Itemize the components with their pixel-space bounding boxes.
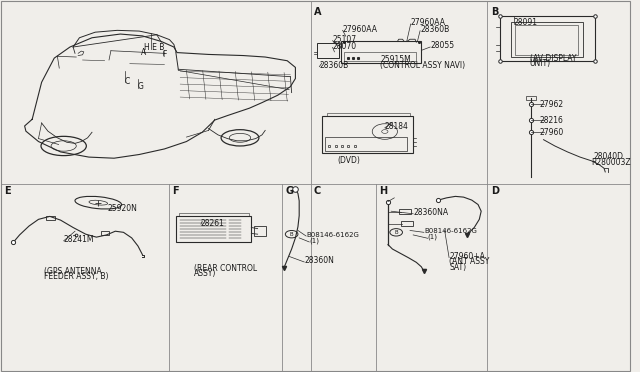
Text: R280003Z: R280003Z xyxy=(591,158,631,167)
Text: G: G xyxy=(138,82,144,91)
Text: B: B xyxy=(491,7,498,17)
Text: (GPS ANTENNA: (GPS ANTENNA xyxy=(44,267,101,276)
Text: UNIT): UNIT) xyxy=(530,59,551,68)
Text: 28360B: 28360B xyxy=(319,61,349,70)
Bar xyxy=(325,137,407,151)
Text: 27960+A: 27960+A xyxy=(449,252,485,261)
Text: F: F xyxy=(173,186,179,196)
Text: A: A xyxy=(314,7,321,17)
Text: 27962: 27962 xyxy=(539,100,563,109)
Text: SAT): SAT) xyxy=(449,263,466,272)
Text: 28360B: 28360B xyxy=(420,25,449,34)
Text: B: B xyxy=(394,230,398,235)
Text: (ANT ASSY: (ANT ASSY xyxy=(449,257,490,266)
Text: 28184: 28184 xyxy=(385,122,409,131)
Text: 28360NA: 28360NA xyxy=(413,208,448,217)
Bar xyxy=(317,42,339,58)
Text: (REAR CONTROL: (REAR CONTROL xyxy=(194,264,257,273)
Text: C: C xyxy=(314,186,321,196)
Bar xyxy=(176,216,252,242)
Text: (1): (1) xyxy=(428,234,438,240)
Text: C: C xyxy=(125,77,130,86)
Text: D: D xyxy=(491,186,499,196)
Text: 25107: 25107 xyxy=(333,35,356,44)
Text: (1): (1) xyxy=(309,238,319,244)
Bar xyxy=(526,96,536,100)
Bar xyxy=(500,16,595,61)
Text: 27960AA: 27960AA xyxy=(411,19,445,28)
Bar xyxy=(179,214,250,217)
Text: 28360N: 28360N xyxy=(304,256,334,265)
Text: (DVD): (DVD) xyxy=(338,155,360,164)
Text: H: H xyxy=(379,186,387,196)
Text: E: E xyxy=(4,186,10,196)
Text: A: A xyxy=(141,48,146,57)
Bar xyxy=(399,209,412,214)
Text: 28216: 28216 xyxy=(539,116,563,125)
Bar xyxy=(46,217,55,220)
Text: B: B xyxy=(290,232,294,237)
Text: B08146-6162G: B08146-6162G xyxy=(424,228,477,234)
Text: 27960AA: 27960AA xyxy=(342,25,378,34)
Text: ASSY): ASSY) xyxy=(194,269,216,278)
Text: F: F xyxy=(163,50,167,59)
Bar xyxy=(344,52,417,61)
Bar xyxy=(322,116,413,153)
Text: 28241M: 28241M xyxy=(63,235,94,244)
Text: B08146-6162G: B08146-6162G xyxy=(306,232,359,238)
Text: 28055: 28055 xyxy=(430,41,454,51)
Text: H E B: H E B xyxy=(144,42,164,51)
Text: 27960: 27960 xyxy=(539,128,563,137)
Bar xyxy=(102,231,109,235)
Text: FEEDER ASSY, B): FEEDER ASSY, B) xyxy=(44,272,108,281)
Text: 28070: 28070 xyxy=(333,42,356,51)
Text: 25920N: 25920N xyxy=(108,204,138,213)
Bar xyxy=(515,25,577,55)
Bar xyxy=(327,113,410,116)
Bar xyxy=(340,41,421,63)
Text: 28091: 28091 xyxy=(514,19,538,28)
Bar xyxy=(401,221,413,226)
Text: 28040D: 28040D xyxy=(594,152,624,161)
Text: G: G xyxy=(285,186,293,196)
Text: 28261: 28261 xyxy=(201,219,225,228)
Text: (CONTROL ASSY NAVI): (CONTROL ASSY NAVI) xyxy=(380,61,465,70)
Text: (AV DISPLAY: (AV DISPLAY xyxy=(530,54,576,62)
Bar xyxy=(511,22,583,57)
Bar xyxy=(255,226,266,236)
Text: 25915M: 25915M xyxy=(380,55,411,64)
